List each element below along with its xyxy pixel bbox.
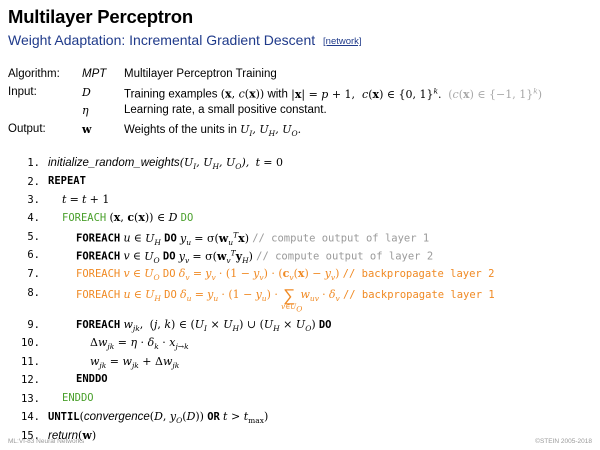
input-desc-1: Training examples (x, c(x)) with |x| = p…	[124, 86, 542, 101]
line-number: 13.	[21, 393, 40, 405]
fn-convergence: convergence	[83, 411, 150, 423]
input-symbol-eta: η	[82, 104, 89, 117]
kw-or: OR	[207, 411, 220, 423]
output-label: Output:	[8, 123, 46, 135]
kw-foreach: FOREACH	[62, 212, 107, 224]
code-line-11: wjk = wjk + Δwjk	[90, 355, 180, 371]
code-line-15: return(w)	[48, 429, 97, 442]
kw-foreach: FOREACH	[76, 268, 121, 280]
subtitle-text: Weight Adaptation: Incremental Gradient …	[8, 32, 316, 48]
sum-operator: ∑ v∈UO	[281, 286, 303, 314]
kw-do: DO	[318, 319, 332, 331]
kw-foreach: FOREACH	[76, 319, 121, 331]
code-line-4: FOREACH (x, c(x)) ∈ D DO	[62, 211, 194, 224]
kw-do: DO	[162, 268, 176, 280]
page-subtitle: Weight Adaptation: Incremental Gradient …	[8, 32, 362, 48]
line-number: 10.	[21, 337, 40, 349]
math-units: UI, UH, UO.	[240, 123, 302, 139]
line-number: 3.	[27, 194, 40, 206]
line-number: 11.	[21, 356, 40, 368]
line-number: 14.	[21, 411, 40, 423]
line-number: 5.	[27, 231, 40, 243]
kw-until: UNTIL	[48, 411, 80, 423]
input-desc-1b: with	[267, 88, 288, 101]
kw-do: DO	[180, 212, 194, 224]
kw-foreach: FOREACH	[76, 250, 121, 263]
kw-do: DO	[164, 232, 177, 245]
input-desc-2: Learning rate, a small positive constant…	[124, 104, 327, 116]
code-line-3: t = t + 1	[62, 193, 110, 206]
kw-foreach: FOREACH	[76, 289, 121, 301]
code-line-5: FOREACH u ∈ UH DO yu = σ(wuTx) // comput…	[76, 230, 430, 247]
math-dim: |x| = p + 1, c(x) ∈ {0, 1}k.	[291, 86, 442, 101]
comment: // backpropagate layer 2	[342, 268, 495, 280]
line-number: 1.	[27, 157, 40, 169]
kw-do: DO	[162, 250, 176, 263]
output-symbol: w	[82, 123, 92, 136]
kw-repeat: REPEAT	[48, 175, 86, 187]
line-number: 9.	[27, 319, 40, 331]
code-line-14: UNTIL(convergence(D, yO(D)) OR t > tmax)	[48, 410, 269, 426]
line-number: 15.	[21, 430, 40, 442]
footer-left: ML:VI-83 Neural Networks	[8, 438, 85, 445]
algorithm-label: Algorithm:	[8, 68, 60, 80]
input-symbol-d: D	[82, 86, 91, 99]
code-line-7: FOREACH v ∈ UO DO δv = yv · (1 − yv) · (…	[76, 267, 495, 283]
footer-right: ©STEIN 2005-2018	[535, 438, 592, 445]
code-line-10: Δwjk = η · δk · xj→k	[90, 336, 189, 352]
input-desc-1a: Training examples	[124, 88, 218, 101]
code-line-8: FOREACH u ∈ UH DO δu = yu · (1 − yu) · ∑…	[76, 286, 495, 314]
algorithm-symbol: MPT	[82, 68, 107, 80]
code-line-1: initialize_random_weights(UI, UH, UO), t…	[48, 156, 283, 172]
line-number: 8.	[27, 287, 40, 299]
comment: // compute output of layer 1	[252, 232, 430, 245]
line-number: 12.	[21, 374, 40, 386]
code-line-13: ENDDO	[62, 392, 94, 404]
code-line-9: FOREACH wjk, (j, k) ∈ (UI × UH) ∪ (UH × …	[76, 318, 332, 334]
output-desc: Weights of the units in UI, UH, UO.	[124, 123, 301, 138]
line-number: 6.	[27, 249, 40, 261]
comment: // backpropagate layer 1	[342, 289, 495, 301]
kw-do: DO	[164, 289, 177, 301]
comment: // compute output of layer 2	[256, 250, 434, 263]
code-line-12: ENDDO	[76, 373, 108, 385]
fn-initialize: initialize_random_weights	[48, 157, 180, 169]
line-number: 2.	[27, 176, 40, 188]
math-example: (x, c(x))	[220, 87, 265, 101]
fn-return: return	[48, 430, 79, 442]
output-desc-text: Weights of the units in	[124, 124, 237, 136]
code-line-2: REPEAT	[48, 175, 86, 187]
line-number: 7.	[27, 268, 40, 280]
line-number: 4.	[27, 212, 40, 224]
algorithm-desc: Multilayer Perceptron Training	[124, 68, 277, 80]
kw-enddo: ENDDO	[76, 373, 108, 385]
kw-foreach: FOREACH	[76, 232, 121, 245]
math-alt-range: (c(x) ∈ {−1, 1}k)	[444, 86, 543, 101]
input-label: Input:	[8, 86, 37, 98]
network-link[interactable]: [network]	[323, 36, 362, 47]
code-line-6: FOREACH v ∈ UO DO yv = σ(wvTyH) // compu…	[76, 248, 434, 265]
kw-enddo: ENDDO	[62, 392, 94, 404]
page-title: Multilayer Perceptron	[8, 6, 193, 27]
